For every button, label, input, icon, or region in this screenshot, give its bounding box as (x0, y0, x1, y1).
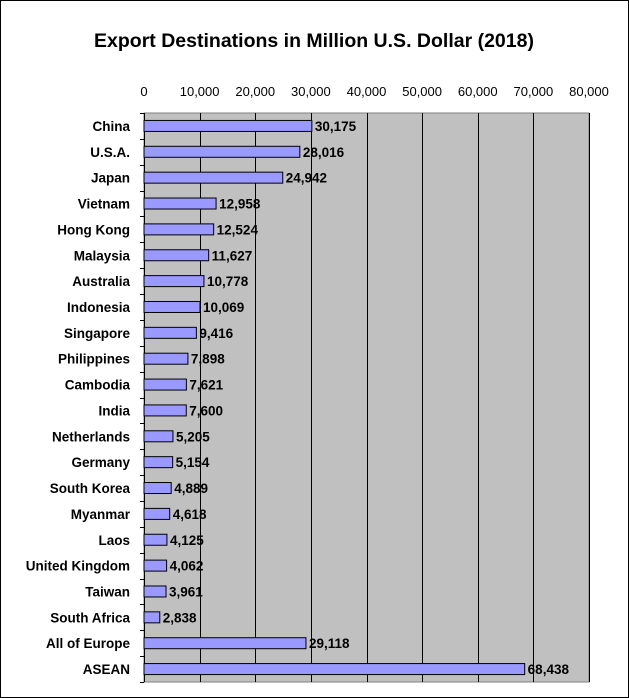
category-label: Myanmar (71, 507, 131, 522)
x-tick-label: 0 (140, 84, 147, 99)
bar-india (143, 404, 187, 417)
bar-netherlands (143, 430, 174, 443)
x-tick-label: 30,000 (291, 84, 331, 99)
category-label: Vietnam (78, 197, 130, 212)
category-label: Australia (72, 274, 130, 289)
value-label: 10,069 (203, 300, 244, 315)
value-label: 12,524 (217, 222, 259, 237)
category-label: United Kingdom (26, 559, 130, 574)
bar-south-africa (143, 611, 161, 624)
category-label: Germany (71, 455, 130, 470)
bar-japan (143, 171, 284, 184)
value-label: 7,621 (189, 378, 223, 393)
bar-asean (143, 663, 526, 676)
value-label: 12,958 (219, 197, 261, 212)
value-label: 5,154 (176, 455, 210, 470)
category-label: Singapore (64, 326, 131, 341)
value-label: 4,125 (170, 533, 204, 548)
category-label: Netherlands (52, 429, 130, 444)
x-tick-label: 70,000 (513, 84, 553, 99)
value-label: 24,942 (286, 171, 327, 186)
bar-south-korea (143, 482, 172, 495)
chart-title: Export Destinations in Million U.S. Doll… (94, 30, 534, 52)
bar-indonesia (143, 300, 201, 313)
category-label: U.S.A. (90, 145, 130, 160)
bar-myanmar (143, 507, 171, 520)
x-tick-label: 40,000 (347, 84, 387, 99)
value-label: 4,062 (170, 559, 204, 574)
plot-area: 0 10,000 20,000 30,000 40,000 50,000 60,000 70,… (26, 84, 609, 683)
bar-taiwan (143, 585, 167, 598)
bar-philippines (143, 352, 189, 365)
value-label: 7,600 (189, 403, 223, 418)
bar-laos (143, 533, 168, 546)
bar-u-s-a- (143, 145, 301, 158)
bar-hong-kong (143, 223, 215, 236)
category-label: Cambodia (65, 378, 131, 393)
value-label: 29,118 (309, 636, 350, 651)
category-label: Indonesia (67, 300, 131, 315)
plot-background (143, 112, 590, 683)
category-label: India (98, 403, 130, 418)
bar-all-of-europe (143, 637, 307, 650)
bar-cambodia (143, 378, 187, 391)
value-label: 30,175 (315, 119, 357, 134)
category-label: ASEAN (83, 662, 130, 677)
bar-china (143, 119, 313, 132)
category-label: Japan (91, 171, 130, 186)
value-label: 2,838 (163, 610, 197, 625)
category-label: Philippines (58, 352, 130, 367)
category-label: China (92, 119, 130, 134)
value-label: 3,961 (169, 584, 203, 599)
value-label: 5,205 (176, 429, 210, 444)
value-label: 9,416 (199, 326, 233, 341)
bar-vietnam (143, 197, 217, 210)
category-label: Taiwan (85, 584, 130, 599)
category-label: South Africa (50, 610, 130, 625)
value-label: 4,618 (173, 507, 207, 522)
category-label: Hong Kong (57, 222, 130, 237)
category-label: South Korea (50, 481, 131, 496)
x-tick-label: 50,000 (402, 84, 442, 99)
bar-australia (143, 275, 205, 288)
category-label: Malaysia (74, 248, 131, 263)
x-tick-label: 10,000 (180, 84, 220, 99)
bar-singapore (143, 326, 197, 339)
x-tick-label: 20,000 (235, 84, 275, 99)
value-label: 7,898 (191, 352, 225, 367)
bar-united-kingdom (143, 559, 168, 572)
bar-germany (143, 456, 174, 469)
bar-malaysia (143, 249, 210, 262)
x-tick-label: 80,000 (569, 84, 609, 99)
category-label: All of Europe (46, 636, 130, 651)
value-label: 11,627 (212, 248, 253, 263)
value-label: 68,438 (528, 662, 570, 677)
x-tick-label: 60,000 (458, 84, 498, 99)
category-label: Laos (98, 533, 130, 548)
value-label: 4,889 (174, 481, 208, 496)
value-label: 10,778 (207, 274, 249, 289)
value-label: 28,016 (303, 145, 345, 160)
